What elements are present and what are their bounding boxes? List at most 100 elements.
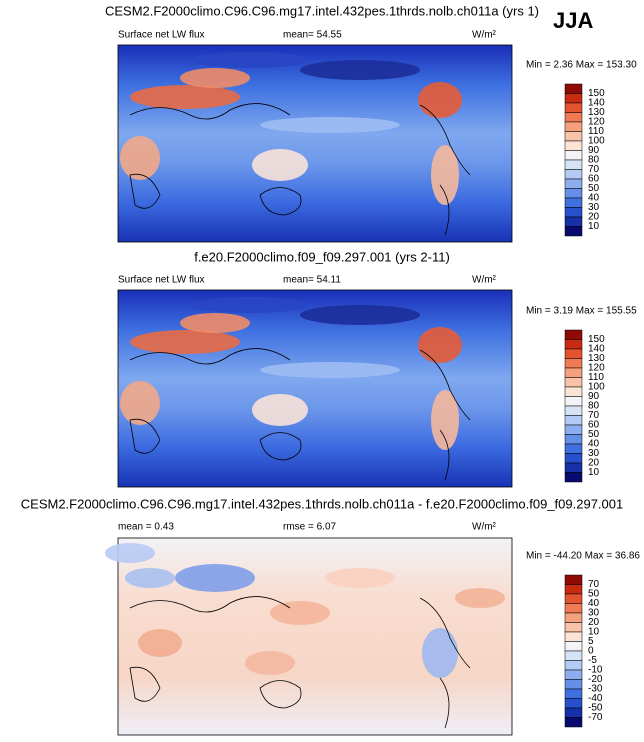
colorbar-label: 120	[588, 363, 605, 374]
stats-label: Min = 3.19 Max = 155.55	[526, 306, 637, 317]
map-region	[325, 568, 395, 588]
colorbar-label: 90	[588, 391, 600, 402]
colorbar-label: 10	[588, 221, 600, 232]
colorbar-box	[564, 169, 583, 180]
units-label: W/m²	[472, 275, 497, 286]
colorbar-box	[564, 131, 583, 142]
colorbar-label: 50	[588, 589, 600, 600]
colorbar-label: 30	[588, 448, 600, 459]
colorbar-box	[564, 660, 583, 671]
colorbar-label: 30	[588, 608, 600, 619]
colorbar-box	[564, 329, 583, 340]
colorbar-box	[564, 593, 583, 604]
colorbar-box	[564, 698, 583, 709]
colorbar-label: -30	[588, 684, 603, 695]
map-region	[418, 82, 462, 118]
colorbar-box	[564, 178, 583, 189]
colorbar-box	[564, 707, 583, 718]
colorbar-box	[564, 688, 583, 699]
map-region	[260, 362, 400, 378]
map-region	[431, 145, 459, 205]
colorbar-label: 140	[588, 98, 605, 109]
colorbar-box	[564, 717, 583, 728]
colorbar-label: 40	[588, 439, 600, 450]
colorbar-label: 110	[588, 126, 604, 137]
colorbar-box	[564, 650, 583, 661]
colorbar-label: 150	[588, 334, 605, 345]
colorbar-label: 20	[588, 617, 600, 628]
colorbar-label: 20	[588, 458, 600, 469]
colorbar-box	[564, 462, 583, 473]
coastline	[129, 596, 471, 729]
colorbar-box	[564, 443, 583, 454]
colorbar-box	[564, 188, 583, 199]
panel-title: CESM2.F2000climo.C96.C96.mg17.intel.432p…	[21, 496, 623, 511]
colorbar-box	[564, 216, 583, 227]
colorbar-box	[564, 603, 583, 614]
colorbar-box	[564, 453, 583, 464]
colorbar-box	[564, 612, 583, 623]
colorbar-box	[564, 150, 583, 161]
map-region	[130, 330, 240, 354]
colorbar-label: 10	[588, 627, 600, 638]
colorbar-label: 130	[588, 107, 605, 118]
colorbar-box	[564, 102, 583, 113]
colorbar-label: 70	[588, 410, 600, 421]
map-region	[270, 601, 330, 625]
colorbar-box	[564, 386, 583, 397]
colorbar-label: 0	[588, 646, 594, 657]
colorbar-label: 100	[588, 382, 605, 393]
stats-label: Min = -44.20 Max = 36.86	[526, 551, 640, 562]
map-region	[245, 651, 295, 675]
colorbar-label: 10	[588, 467, 600, 478]
colorbar-box	[564, 574, 583, 585]
colorbar-label: 150	[588, 88, 605, 99]
colorbar-label: 100	[588, 136, 605, 147]
colorbar-box	[564, 207, 583, 218]
colorbar-box	[564, 631, 583, 642]
colorbar-box	[564, 669, 583, 680]
coastline	[129, 103, 471, 236]
variable-label: Surface net LW flux	[118, 30, 205, 41]
map-region	[190, 297, 310, 313]
map-region	[300, 60, 420, 80]
colorbar-box	[564, 434, 583, 445]
colorbar-box	[564, 396, 583, 407]
map-region	[105, 543, 155, 563]
colorbar-box	[564, 197, 583, 208]
map-region	[252, 394, 308, 426]
mean-label: mean= 54.55	[283, 30, 342, 41]
colorbar-box	[564, 159, 583, 170]
map-region	[422, 628, 458, 678]
colorbar-label: 90	[588, 145, 600, 156]
colorbar-box	[564, 472, 583, 483]
colorbar-box	[564, 584, 583, 595]
mean-label: mean= 54.11	[283, 275, 341, 286]
colorbar-label: -50	[588, 703, 603, 714]
colorbar-label: -5	[588, 655, 597, 666]
colorbar-box	[564, 226, 583, 237]
colorbar-label: 50	[588, 183, 600, 194]
colorbar-label: 30	[588, 202, 600, 213]
colorbar-label: 70	[588, 579, 600, 590]
map-region	[260, 117, 400, 133]
map-region	[130, 85, 240, 109]
colorbar-box	[564, 339, 583, 350]
map-region	[455, 588, 505, 608]
colorbar-box	[564, 415, 583, 426]
colorbar-label: 5	[588, 636, 594, 647]
panel-title: f.e20.F2000climo.f09_f09.297.001 (yrs 2-…	[194, 249, 450, 264]
colorbar-label: 140	[588, 344, 605, 355]
colorbar-box	[564, 405, 583, 416]
map-region	[125, 568, 175, 588]
colorbar-label: -10	[588, 665, 603, 676]
mean-label: mean = 0.43	[118, 522, 174, 533]
colorbar-label: 130	[588, 353, 605, 364]
map-region	[252, 149, 308, 181]
colorbar-label: 40	[588, 193, 600, 204]
stats-label: Min = 2.36 Max = 153.30	[526, 60, 637, 71]
colorbar-box	[564, 121, 583, 132]
colorbar-label: 80	[588, 401, 600, 412]
season-label: JJA	[553, 8, 593, 33]
